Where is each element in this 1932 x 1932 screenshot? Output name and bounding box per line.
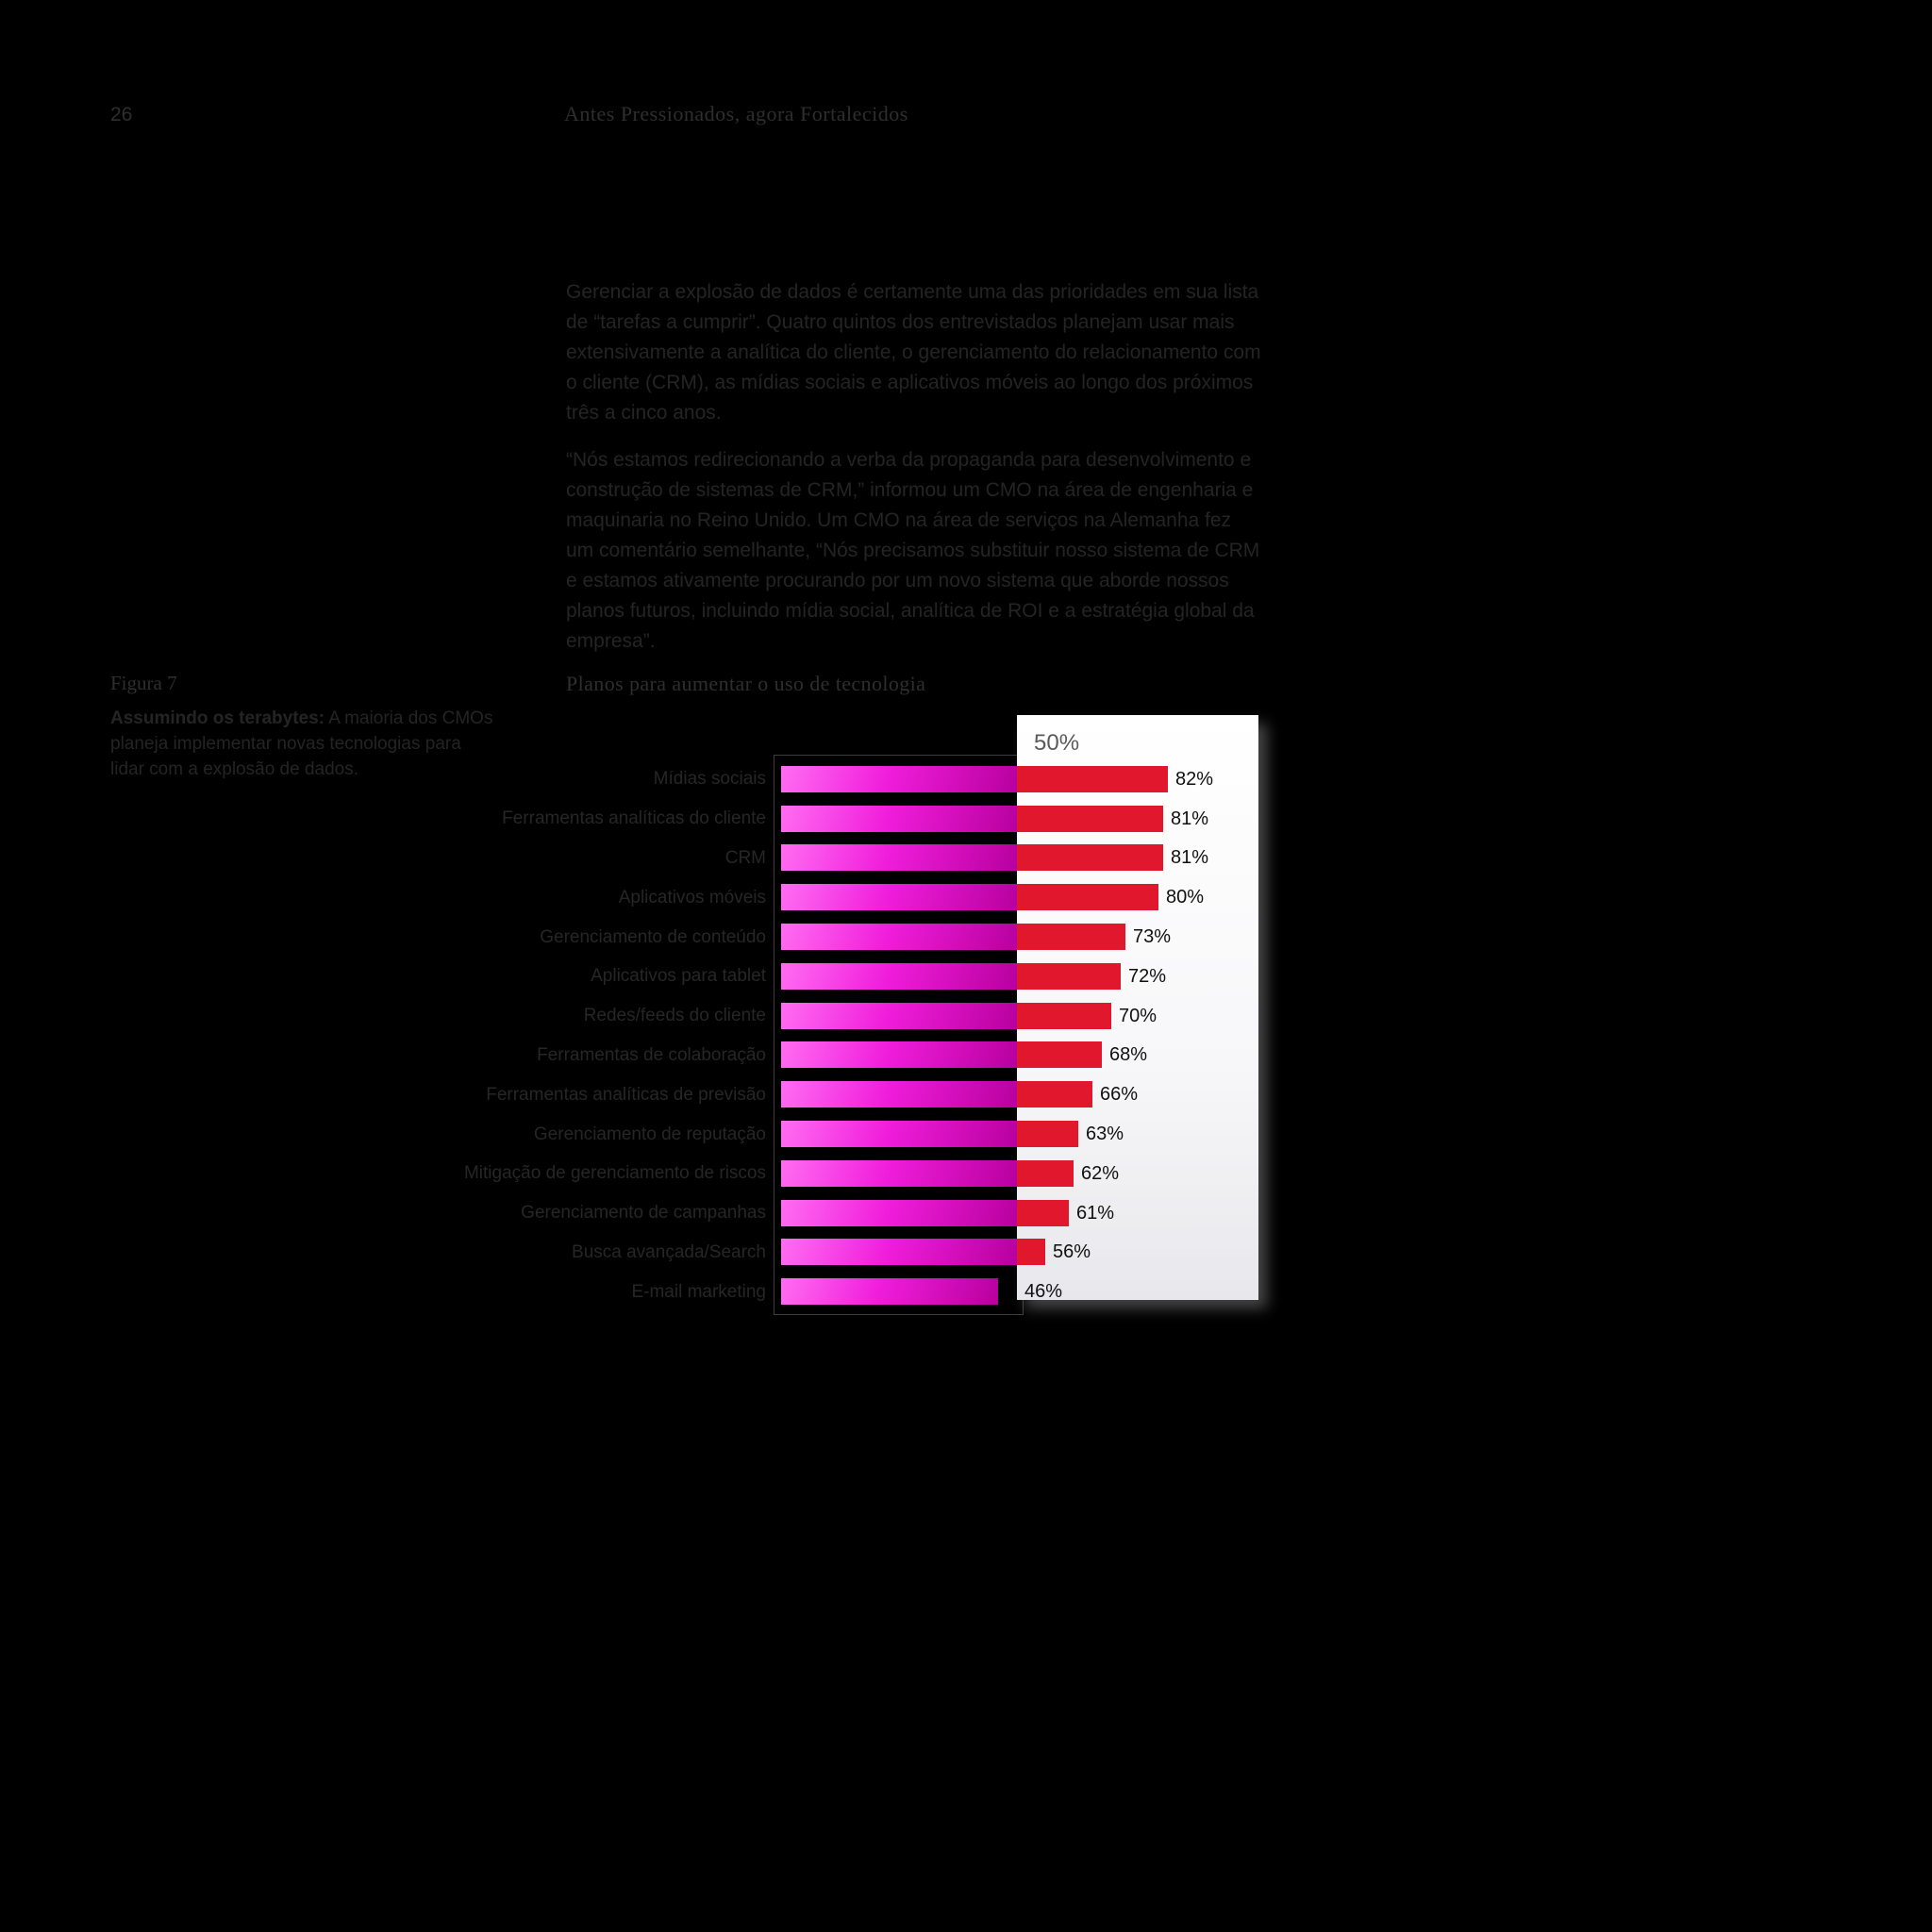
bar-above-threshold (1017, 765, 1168, 792)
chart-row: Mídias sociais 82% (358, 759, 1283, 799)
figure-caption: Assumindo os terabytes: A maioria dos CM… (110, 706, 495, 782)
bar-track: 81% (781, 805, 1283, 832)
chart-row: Redes/feeds do cliente 70% (358, 996, 1283, 1036)
bar-value-label: 81% (1171, 847, 1209, 869)
bar-below-threshold (781, 1159, 1017, 1187)
bar-value-label: 80% (1166, 887, 1205, 908)
bar-above-threshold (1017, 1002, 1111, 1029)
bar-value-label: 68% (1109, 1044, 1148, 1066)
bar-below-threshold (781, 1002, 1017, 1029)
bar-category-label: Aplicativos móveis (618, 887, 766, 908)
bar-above-threshold (1017, 1239, 1045, 1266)
bar-category-label: Gerenciamento de reputação (533, 1124, 766, 1144)
bar-category-label: Ferramentas analíticas do cliente (502, 808, 766, 829)
bar-below-threshold (781, 805, 1017, 832)
chart-row: Gerenciamento de campanhas 61% (358, 1193, 1283, 1233)
bar-track: 46% (781, 1278, 1283, 1306)
bar-value-label: 63% (1086, 1124, 1124, 1145)
chart-row: Ferramentas de colaboração 68% (358, 1036, 1283, 1075)
bar-above-threshold (1017, 844, 1163, 872)
body-paragraph-1: Gerenciar a explosão de dados é certamen… (566, 281, 1261, 424)
body-paragraph-2: “Nós estamos redirecionando a verba da p… (566, 449, 1260, 652)
figure-caption-lead: Assumindo os terabytes: (110, 708, 325, 728)
bar-above-threshold (1017, 1081, 1092, 1108)
bar-below-threshold (781, 1041, 1017, 1069)
chart-title: Planos para aumentar o uso de tecnologia (566, 672, 926, 695)
chart-row: E-mail marketing 46% (358, 1272, 1283, 1311)
bar-value-label: 61% (1076, 1202, 1115, 1224)
bar-track: 63% (781, 1121, 1283, 1148)
figure-caption-text: A maioria dos CMOs planeja implementar n… (110, 708, 493, 779)
bar-category-label: CRM (724, 847, 766, 868)
bar-chart: Mídias sociais 82% Ferramentas analíticas … (358, 759, 1283, 1311)
bar-above-threshold (1017, 1041, 1102, 1069)
chart-row: Ferramentas analíticas de previsão 66% (358, 1074, 1283, 1114)
bar-track: 70% (781, 1002, 1283, 1029)
bar-below-threshold (781, 1239, 1017, 1266)
bar-above-threshold (1017, 805, 1163, 832)
bar-value-label: 66% (1100, 1084, 1139, 1106)
chart-row: Busca avançada/Search 56% (358, 1233, 1283, 1273)
bar-value-label: 46% (1024, 1281, 1063, 1303)
bar-value-label: 72% (1128, 965, 1167, 987)
bar-below-threshold (781, 1278, 998, 1306)
bar-below-threshold (781, 962, 1017, 990)
bar-value-label: 73% (1133, 926, 1172, 948)
bar-track: 62% (781, 1159, 1283, 1187)
bar-category-label: E-mail marketing (631, 1281, 766, 1302)
bar-below-threshold (781, 1081, 1017, 1108)
bar-category-label: Redes/feeds do cliente (583, 1006, 766, 1026)
bar-below-threshold (781, 844, 1017, 872)
bar-category-label: Busca avançada/Search (572, 1241, 766, 1262)
bar-category-label: Gerenciamento de conteúdo (540, 926, 766, 947)
bar-track: 73% (781, 924, 1283, 951)
bar-value-label: 81% (1171, 808, 1209, 829)
chart-row: Aplicativos para tablet 72% (358, 957, 1283, 996)
bar-value-label: 70% (1119, 1005, 1158, 1026)
bar-track: 66% (781, 1081, 1283, 1108)
figure-label: Figura 7 (110, 672, 177, 694)
bar-track: 81% (781, 844, 1283, 872)
chart-row: Gerenciamento de reputação 63% (358, 1114, 1283, 1154)
bar-above-threshold (1017, 1199, 1069, 1226)
article-body: Gerenciar a explosão de dados é certamen… (566, 277, 1262, 674)
bar-below-threshold (781, 1199, 1017, 1226)
chart-row: Ferramentas analíticas do cliente 81% (358, 799, 1283, 839)
bar-above-threshold (1017, 1159, 1074, 1187)
bar-above-threshold (1017, 962, 1121, 990)
bar-above-threshold (1017, 924, 1125, 951)
bar-track: 80% (781, 884, 1283, 911)
bar-track: 68% (781, 1041, 1283, 1069)
bar-below-threshold (781, 1121, 1017, 1148)
chart-row: Mitigação de gerenciamento de riscos 62% (358, 1154, 1283, 1193)
bar-below-threshold (781, 924, 1017, 951)
chart-row: Gerenciamento de conteúdo 73% (358, 917, 1283, 957)
bar-value-label: 62% (1081, 1162, 1120, 1184)
bar-value-label: 82% (1175, 768, 1214, 790)
bar-category-label: Ferramentas de colaboração (537, 1044, 766, 1065)
bar-below-threshold (781, 884, 1017, 911)
bar-category-label: Mitigação de gerenciamento de riscos (463, 1163, 766, 1184)
bar-track: 72% (781, 962, 1283, 990)
page-number: 26 (110, 104, 133, 125)
bar-value-label: 56% (1053, 1241, 1091, 1263)
document-header-title: Antes Pressionados, agora Fortalecidos (564, 102, 908, 125)
bar-category-label: Mídias sociais (653, 769, 766, 790)
chart-row: CRM 81% (358, 839, 1283, 878)
threshold-axis-label: 50% (1034, 730, 1080, 756)
bar-track: 56% (781, 1239, 1283, 1266)
bar-category-label: Aplicativos para tablet (591, 966, 766, 987)
bar-track: 61% (781, 1199, 1283, 1226)
bar-track: 82% (781, 765, 1283, 792)
bar-category-label: Ferramentas analíticas de previsão (486, 1084, 766, 1105)
bar-below-threshold (781, 765, 1017, 792)
bar-category-label: Gerenciamento de campanhas (521, 1203, 766, 1224)
chart-row: Aplicativos móveis 80% (358, 877, 1283, 917)
bar-above-threshold (1017, 884, 1158, 911)
bar-above-threshold (1017, 1121, 1078, 1148)
